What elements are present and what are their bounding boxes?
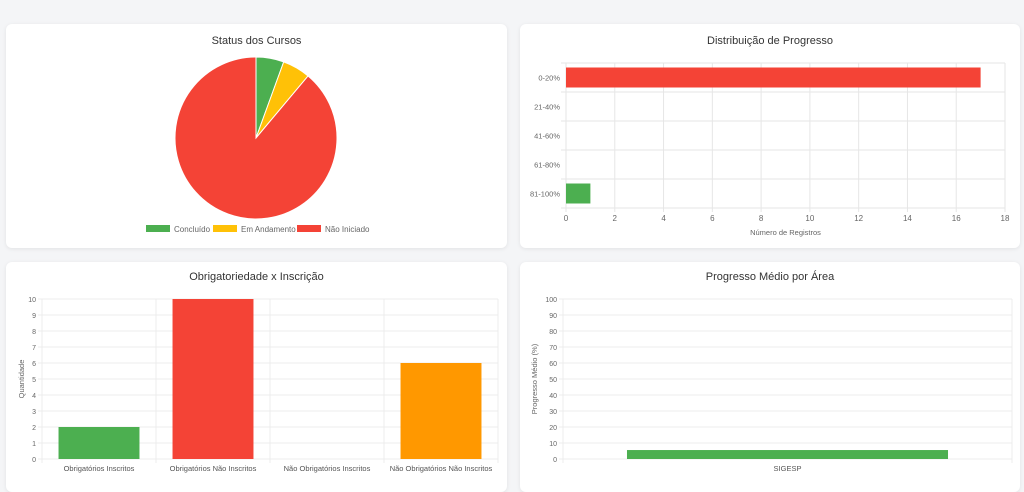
bar [400, 363, 482, 459]
horizontal-bar-chart: 0 2 4 6 8 10 12 14 16 18 0-20% 21-40% 41-60% 61-80% 81… [530, 62, 1010, 237]
x-tick-label: 14 [903, 214, 912, 223]
y-tick-label: 0 [553, 457, 557, 464]
x-tick-label: Não Obrigatórios Inscritos [284, 464, 371, 473]
pie-slice [174, 56, 338, 220]
chart-title: Distribuição de Progresso [707, 35, 833, 47]
y-tick-label: 21-40% [534, 103, 560, 112]
y-tick-label: 50 [549, 377, 557, 384]
x-tick-label: 12 [854, 214, 863, 223]
obrigatoriedade-card: Obrigatoriedade x Inscrição 0 1 2 3 4 5 6 7 8 9 10… [6, 262, 507, 492]
x-tick-label: 18 [1001, 214, 1010, 223]
x-tick-label: 16 [952, 214, 961, 223]
y-tick-label: 60 [549, 361, 557, 368]
x-tick-label: Obrigatórios Não Inscritos [170, 464, 257, 473]
x-tick-label: Obrigatórios Inscritos [64, 464, 135, 473]
legend-swatch [297, 225, 321, 232]
y-tick-label: 6 [32, 361, 36, 368]
x-tick-label: 8 [759, 214, 764, 223]
y-tick-label: 80 [549, 329, 557, 336]
y-tick-label: 0 [32, 457, 36, 464]
y-tick-label: 41-60% [534, 132, 560, 141]
y-tick-label: 8 [32, 329, 36, 336]
legend-swatch [213, 225, 237, 232]
bar-chart: 0 10 20 30 40 50 60 70 80 90 100 SIGESP Progresso Mé… [530, 297, 1013, 473]
legend-label: Em Andamento [241, 225, 296, 234]
x-tick-label: 10 [805, 214, 814, 223]
legend-label: Concluído [174, 225, 211, 234]
chart-title: Obrigatoriedade x Inscrição [189, 271, 324, 283]
x-tick-label: SIGESP [774, 464, 802, 473]
y-tick-label: 90 [549, 313, 557, 320]
bar-chart: 0 1 2 3 4 5 6 7 8 9 10 Obrigatórios Inscritos Obriga… [17, 297, 499, 473]
y-tick-label: 2 [32, 425, 36, 432]
y-tick-label: 3 [32, 409, 36, 416]
x-axis-label: Número de Registros [750, 228, 821, 237]
bar [626, 450, 949, 459]
y-axis-label: Quantidade [17, 360, 26, 399]
x-tick-label: Não Obrigatórios Não Inscritos [390, 464, 493, 473]
y-tick-label: 4 [32, 393, 36, 400]
chart-title: Progresso Médio por Área [705, 271, 835, 283]
legend-label: Não Iniciado [325, 225, 370, 234]
chart-title: Status dos Cursos [211, 35, 302, 47]
x-tick-label: 4 [661, 214, 666, 223]
y-tick-label: 1 [32, 441, 36, 448]
pie-chart: Concluído Em Andamento Não Iniciado [146, 56, 370, 234]
legend-swatch [146, 225, 170, 232]
y-tick-label: 5 [32, 377, 36, 384]
y-tick-label: 100 [545, 297, 557, 304]
distribuicao-progresso-card: Distribuição de Progresso 0 2 4 6 8 10 12 14 16 1… [520, 24, 1020, 248]
y-tick-label: 9 [32, 313, 36, 320]
y-tick-label: 40 [549, 393, 557, 400]
y-tick-label: 61-80% [534, 161, 560, 170]
bar [58, 427, 140, 459]
y-axis-label: Progresso Médio (%) [530, 343, 539, 414]
y-tick-label: 7 [32, 345, 36, 352]
y-tick-label: 30 [549, 409, 557, 416]
bar [566, 67, 981, 88]
status-cursos-card: Status dos Cursos Concluído Em Andamento N… [6, 24, 507, 248]
y-tick-label: 20 [549, 425, 557, 432]
progresso-medio-card: Progresso Médio por Área 0 10 20 30 40 50 60 70… [520, 262, 1020, 492]
y-tick-label: 81-100% [530, 190, 560, 199]
x-tick-label: 2 [613, 214, 618, 223]
y-tick-label: 10 [549, 441, 557, 448]
y-tick-label: 10 [28, 297, 36, 304]
x-tick-label: 0 [564, 214, 569, 223]
y-tick-label: 70 [549, 345, 557, 352]
x-tick-label: 6 [710, 214, 715, 223]
y-tick-label: 0-20% [538, 74, 560, 83]
bar [566, 183, 591, 204]
bar [172, 299, 254, 459]
